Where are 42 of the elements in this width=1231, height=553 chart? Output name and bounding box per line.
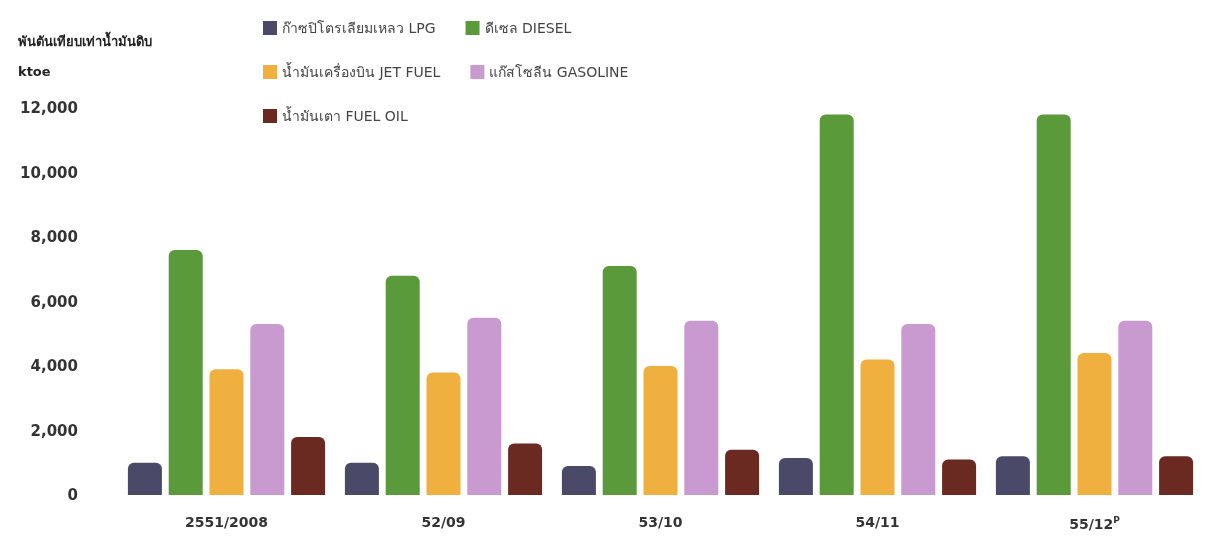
x-tick-label: 54/11 [855, 514, 900, 530]
bar [643, 366, 678, 495]
bar [508, 443, 543, 495]
bar [168, 249, 203, 495]
x-tick-label: 52/09 [421, 514, 466, 530]
bar [1036, 114, 1071, 495]
bar [602, 266, 637, 495]
y-axis-title: พันตันเทียบเท่าน้ำมันดิบ ktoe [18, 30, 152, 79]
bar [250, 324, 285, 495]
y-tick-label: 12,000 [20, 99, 78, 117]
bar [778, 457, 813, 495]
bar [291, 436, 326, 495]
bar [1159, 456, 1194, 495]
bar [860, 359, 895, 495]
y-tick-label: 2,000 [30, 421, 78, 440]
bar [467, 317, 502, 495]
legend-label: น้ำมันเตา FUEL OIL [282, 106, 408, 124]
bar [942, 459, 977, 495]
bar [209, 369, 244, 495]
y-tick-label: 0 [67, 486, 78, 504]
bar [725, 449, 760, 495]
bar [995, 456, 1030, 495]
legend-label: ดีเซล DIESEL [484, 20, 572, 36]
bar [426, 372, 461, 495]
bar [819, 114, 854, 495]
legend-label: แก๊สโซลีน GASOLINE [489, 64, 629, 80]
y-tick-label: 6,000 [30, 292, 78, 311]
legend-label: น้ำมันเครื่องบิน JET FUEL [282, 62, 441, 80]
x-tick-label: 53/10 [638, 514, 683, 530]
y-tick-label: 10,000 [20, 163, 78, 182]
bar [561, 465, 596, 495]
bar [344, 462, 379, 495]
y-tick-label: 4,000 [30, 357, 78, 375]
x-tick-label: 2551/2008 [184, 514, 269, 530]
bar [385, 275, 420, 495]
bar [127, 462, 162, 495]
y-tick-label: 8,000 [30, 228, 78, 246]
legend-label: ก๊าซปิโตรเลียมเหลว LPG [282, 20, 436, 36]
bar [1077, 353, 1112, 495]
bar [901, 324, 936, 495]
bar [684, 320, 719, 495]
bar [1118, 320, 1153, 495]
